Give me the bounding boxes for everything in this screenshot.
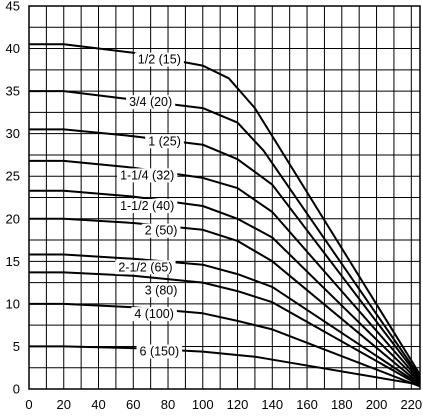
y-tick-label: 45 bbox=[6, 0, 20, 14]
series-label: 4 (100) bbox=[134, 307, 174, 321]
y-tick-label: 25 bbox=[6, 169, 20, 184]
series-line bbox=[29, 253, 421, 386]
series-label: 2 (50) bbox=[145, 224, 178, 238]
series-label: 1 (25) bbox=[148, 134, 181, 148]
x-tick-label: 160 bbox=[296, 397, 318, 412]
series-label-background bbox=[131, 307, 177, 322]
series-label: 3/4 (20) bbox=[129, 95, 172, 109]
series-lines bbox=[29, 43, 421, 388]
series-line bbox=[29, 43, 421, 376]
y-tick-label: 5 bbox=[13, 339, 20, 354]
series-line bbox=[29, 128, 421, 380]
x-tick-label: 200 bbox=[366, 397, 388, 412]
y-tick-label: 35 bbox=[6, 84, 20, 99]
x-tick-label: 80 bbox=[161, 397, 175, 412]
series-label-background bbox=[145, 134, 184, 149]
series-label-background bbox=[117, 199, 178, 214]
series-line bbox=[29, 159, 421, 382]
series-labels: 1/2 (15) 3/4 (20) 1 (25) 1-1/4 (32) 1-1/2 (4… bbox=[115, 52, 184, 359]
x-tick-label: 100 bbox=[192, 397, 214, 412]
x-tick-label: 0 bbox=[25, 397, 32, 412]
x-tick-label: 40 bbox=[91, 397, 105, 412]
x-tick-label: 120 bbox=[227, 397, 249, 412]
axis-tick-labels: 0 20 40 60 80 100 120 140 160 180 200 220 0 5 10 15 20 25… bbox=[6, 0, 423, 412]
series-label-background bbox=[136, 344, 183, 359]
y-tick-label: 30 bbox=[6, 126, 20, 141]
y-tick-label: 0 bbox=[13, 382, 20, 397]
series-line bbox=[29, 271, 421, 387]
series-line bbox=[29, 302, 421, 388]
grid bbox=[28, 5, 420, 390]
y-tick-label: 20 bbox=[6, 211, 20, 226]
series-label: 1-1/4 (32) bbox=[120, 168, 174, 182]
series-line bbox=[29, 189, 421, 383]
y-tick-label: 15 bbox=[6, 254, 20, 269]
x-tick-label: 140 bbox=[261, 397, 283, 412]
series-label: 1/2 (15) bbox=[138, 53, 181, 67]
x-tick-label: 220 bbox=[400, 397, 422, 412]
series-label: 6 (150) bbox=[140, 345, 180, 359]
series-label: 1-1/2 (40) bbox=[120, 199, 174, 213]
y-tick-label: 10 bbox=[6, 296, 20, 311]
series-label: 3 (80) bbox=[145, 283, 178, 297]
series-label: 2-1/2 (65) bbox=[118, 260, 172, 274]
series-label-background bbox=[126, 95, 176, 110]
series-line bbox=[29, 217, 421, 385]
series-label-background bbox=[117, 168, 178, 183]
series-label-background bbox=[115, 260, 176, 275]
x-tick-label: 60 bbox=[126, 397, 140, 412]
y-tick-label: 40 bbox=[6, 41, 20, 56]
plot-frame bbox=[28, 5, 421, 390]
series-label-background bbox=[141, 223, 181, 238]
series-label-background bbox=[134, 52, 184, 67]
x-tick-label: 20 bbox=[57, 397, 71, 412]
x-tick-label: 180 bbox=[331, 397, 353, 412]
series-label-background bbox=[141, 283, 181, 298]
series-line bbox=[29, 90, 421, 378]
